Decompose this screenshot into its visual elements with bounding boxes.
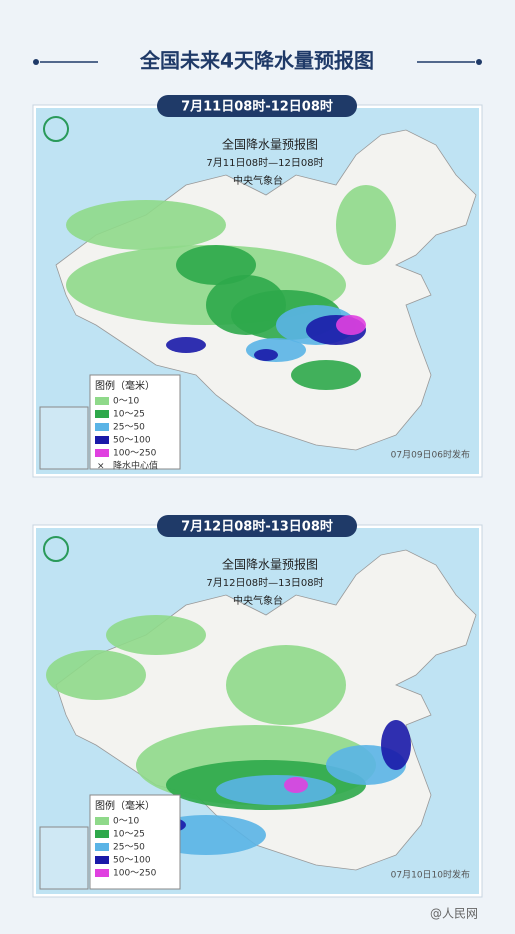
rain-area <box>291 360 361 390</box>
rain-area <box>254 349 278 361</box>
rain-area <box>66 200 226 250</box>
legend-swatch <box>95 410 109 418</box>
date-pill <box>157 95 357 117</box>
release-time: 07月09日06时发布 <box>391 449 470 461</box>
rain-area <box>176 245 256 285</box>
date-label: 7月11日08时-12日08时 <box>181 99 333 115</box>
legend-title: 图例（毫米） <box>95 379 155 392</box>
legend-label: 10～25 <box>113 830 145 840</box>
inset-map <box>39 826 89 890</box>
legend-mark: × <box>97 462 105 472</box>
legend-swatch <box>95 856 109 864</box>
legend-label: 50～100 <box>113 856 151 866</box>
rain-area <box>106 615 206 655</box>
date-label: 7月12日08时-13日08时 <box>181 519 333 535</box>
rain-area <box>226 645 346 725</box>
map <box>55 129 477 451</box>
map-title: 全国降水量预报图 <box>222 137 318 152</box>
legend-label: 0～10 <box>113 817 139 827</box>
logo <box>43 116 69 142</box>
rain-area <box>336 185 396 265</box>
legend-swatch <box>95 843 109 851</box>
rain-area <box>336 315 366 335</box>
legend-label: 100～250 <box>113 449 157 459</box>
rain-area <box>284 777 308 793</box>
map-period: 7月11日08时—12日08时 <box>206 157 323 169</box>
legend-label: 25～50 <box>113 423 145 433</box>
page-title: 全国未来4天降水量预报图 <box>139 49 374 73</box>
inset-map <box>39 406 89 470</box>
legend-label: 0～10 <box>113 397 139 407</box>
rain-area <box>381 720 411 770</box>
rain-area <box>246 338 306 362</box>
watermark: @人民网 <box>430 907 478 921</box>
legend-swatch <box>95 869 109 877</box>
logo <box>43 536 69 562</box>
legend-label: 降水中心值 <box>113 460 158 472</box>
map-title: 全国降水量预报图 <box>222 557 318 572</box>
issuer: 中央气象台 <box>233 174 283 187</box>
legend-title: 图例（毫米） <box>95 799 155 812</box>
title-dot <box>476 59 482 65</box>
title-dot <box>33 59 39 65</box>
issuer: 中央气象台 <box>233 594 283 607</box>
legend-swatch <box>95 397 109 405</box>
rain-area <box>166 337 206 353</box>
rain-area <box>46 650 146 700</box>
legend-swatch <box>95 817 109 825</box>
map-period: 7月12日08时—13日08时 <box>206 577 323 589</box>
legend-label: 25～50 <box>113 843 145 853</box>
legend-swatch <box>95 436 109 444</box>
rain-area <box>216 775 336 805</box>
map <box>46 549 477 871</box>
legend-swatch <box>95 830 109 838</box>
date-pill <box>157 515 357 537</box>
legend-swatch <box>95 423 109 431</box>
legend-swatch <box>95 449 109 457</box>
legend-label: 100～250 <box>113 869 157 879</box>
legend-label: 50～100 <box>113 436 151 446</box>
legend-label: 10～25 <box>113 410 145 420</box>
release-time: 07月10日10时发布 <box>391 869 470 881</box>
